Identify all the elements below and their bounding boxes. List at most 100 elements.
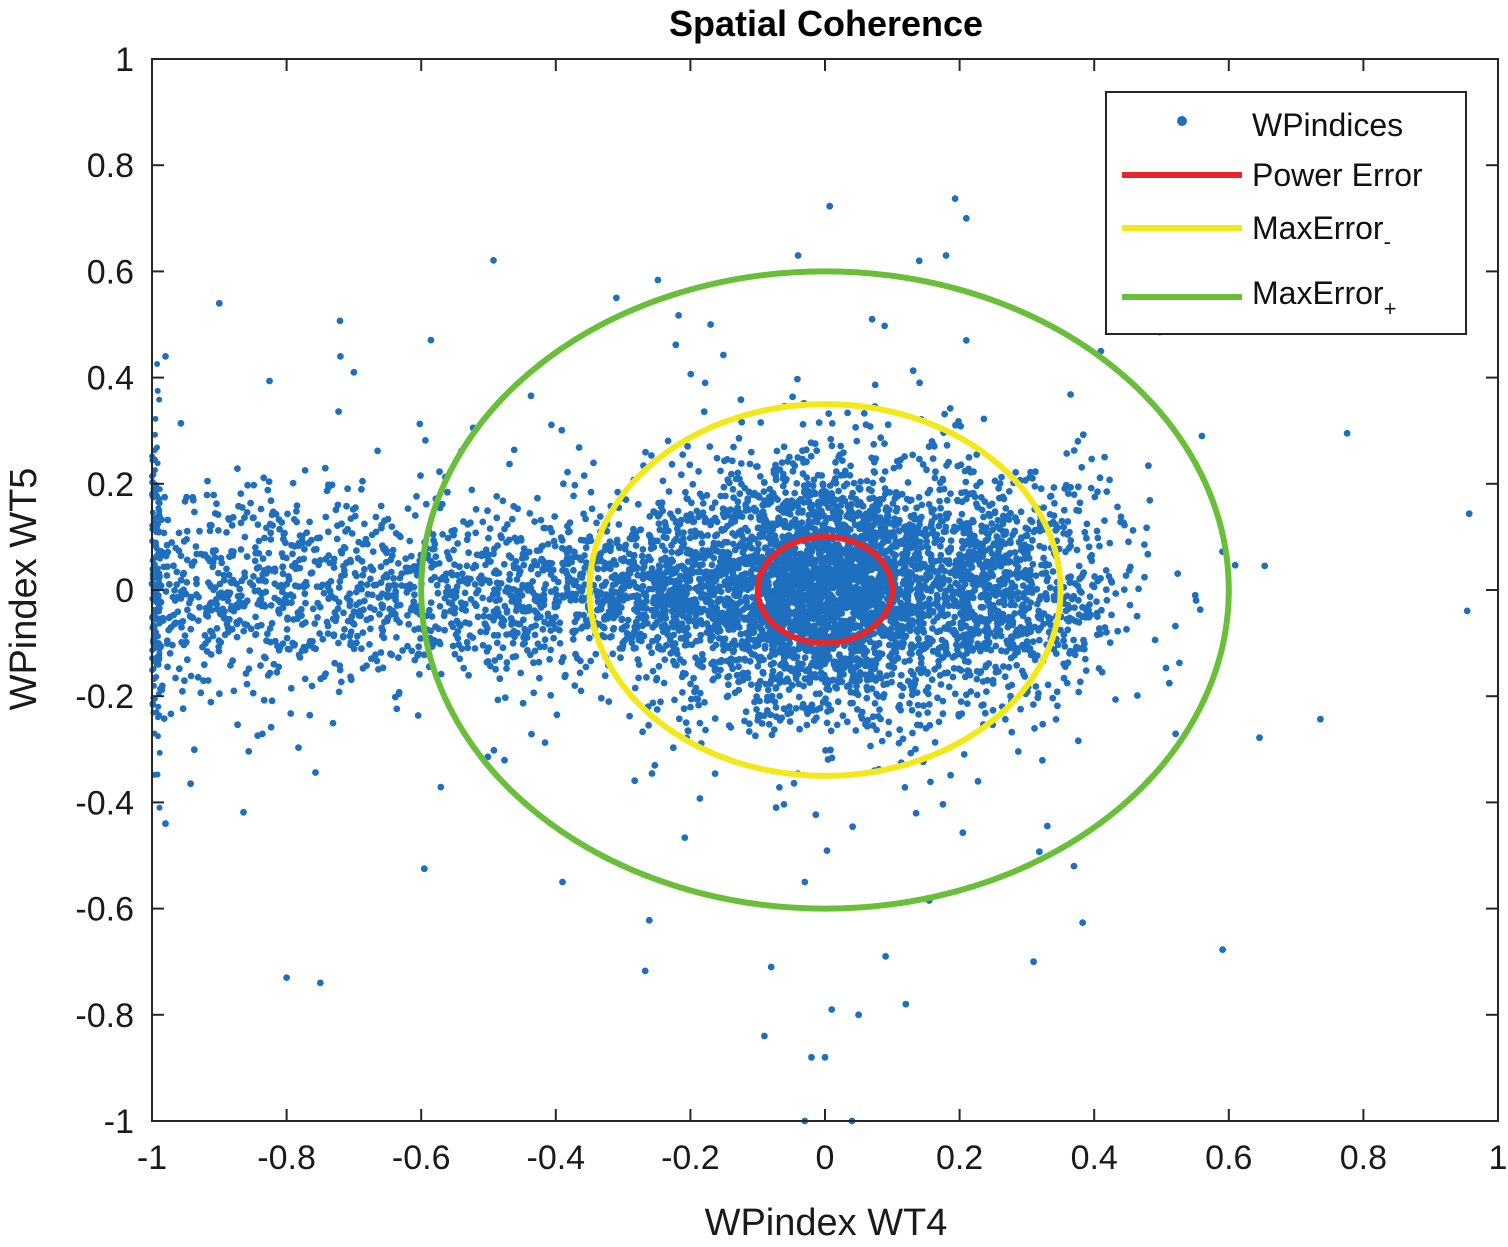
data-point: [799, 660, 806, 668]
data-point: [286, 645, 293, 653]
data-point: [556, 640, 564, 647]
data-point: [659, 477, 667, 485]
data-point: [873, 726, 880, 734]
data-point: [379, 627, 387, 635]
data-point: [686, 534, 694, 542]
data-point: [709, 676, 717, 684]
data-point: [757, 712, 764, 720]
data-point: [952, 641, 960, 649]
data-point: [794, 589, 801, 597]
data-point: [177, 619, 184, 627]
data-point: [213, 625, 221, 632]
data-point: [734, 504, 742, 512]
data-point: [845, 625, 853, 632]
data-point: [437, 670, 445, 678]
data-point: [674, 530, 682, 538]
data-point: [815, 644, 823, 652]
data-point: [377, 502, 385, 510]
data-point: [747, 513, 755, 521]
data-point: [796, 725, 803, 733]
data-point: [540, 557, 547, 565]
data-point: [215, 527, 222, 534]
data-point: [251, 557, 259, 565]
data-point: [813, 706, 821, 713]
data-point: [933, 591, 941, 599]
data-point: [368, 531, 376, 539]
data-point: [638, 613, 646, 621]
data-point: [773, 713, 780, 721]
data-point: [823, 615, 830, 623]
data-point: [479, 518, 487, 526]
data-point: [770, 469, 778, 477]
data-point: [617, 654, 624, 662]
data-point: [734, 498, 742, 506]
data-point: [901, 784, 909, 791]
data-point: [836, 651, 843, 658]
data-point: [692, 612, 700, 619]
data-point: [166, 650, 174, 657]
data-point: [858, 571, 865, 579]
data-point: [727, 655, 735, 662]
data-point: [730, 557, 738, 565]
data-point: [639, 546, 647, 553]
data-point: [903, 528, 911, 536]
data-point: [460, 664, 468, 672]
data-point: [754, 681, 762, 689]
data-point: [818, 492, 826, 500]
data-point: [615, 521, 623, 528]
data-point: [451, 650, 459, 658]
data-point: [699, 656, 707, 664]
data-point: [758, 554, 766, 561]
data-point: [907, 667, 915, 675]
data-point: [747, 448, 755, 456]
data-point: [819, 480, 827, 488]
data-point: [915, 515, 923, 523]
data-point: [751, 698, 758, 706]
data-point: [843, 718, 851, 726]
data-point: [468, 486, 476, 494]
data-point: [546, 524, 554, 532]
data-point: [738, 539, 745, 547]
data-point: [236, 598, 243, 606]
data-point: [330, 564, 338, 571]
data-point: [940, 485, 948, 493]
data-point: [449, 623, 457, 631]
data-point: [843, 557, 851, 565]
data-point: [874, 603, 881, 610]
data-point: [728, 517, 736, 525]
data-point: [823, 719, 831, 727]
data-point: [1053, 688, 1061, 696]
data-point: [216, 610, 224, 618]
data-point: [289, 562, 296, 570]
data-point: [410, 598, 418, 606]
data-point: [884, 537, 892, 544]
data-point: [273, 668, 281, 676]
data-point: [895, 739, 903, 747]
data-point: [832, 562, 840, 570]
data-point: [290, 616, 297, 623]
data-point: [320, 589, 328, 597]
data-point: [913, 585, 921, 592]
data-point: [829, 527, 837, 535]
data-point: [826, 602, 834, 610]
data-point: [711, 770, 719, 777]
data-point: [566, 519, 574, 527]
data-point: [1014, 595, 1022, 603]
data-point: [531, 558, 538, 565]
data-point: [914, 701, 922, 709]
data-point: [762, 680, 770, 688]
data-point: [760, 526, 767, 534]
data-point: [1054, 702, 1061, 710]
data-point: [726, 625, 734, 633]
data-point: [711, 572, 718, 579]
data-point: [665, 488, 673, 495]
data-point: [737, 630, 745, 638]
data-point: [234, 465, 241, 472]
data-point: [937, 681, 945, 688]
data-point: [791, 489, 799, 497]
data-point: [215, 569, 222, 577]
data-point: [939, 518, 946, 525]
data-point: [784, 498, 792, 506]
data-point: [301, 545, 308, 553]
data-point: [621, 637, 628, 645]
